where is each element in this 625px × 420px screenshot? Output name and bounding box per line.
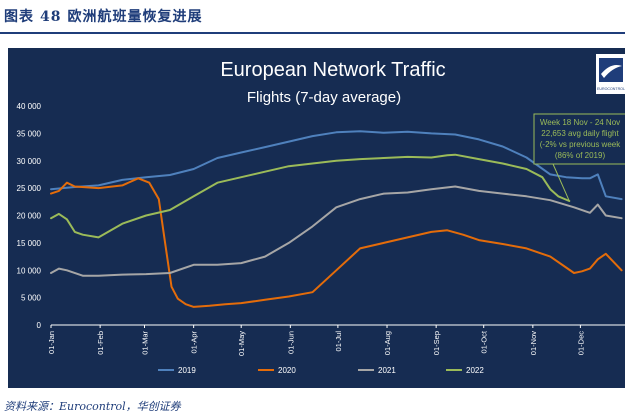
x-tick-label: 01-Sep [432,331,441,355]
y-tick-label: 15 000 [17,239,42,248]
figure-label-number: 48 [40,9,62,25]
traffic-line-chart: 0 5 000 10 000 15 000 20 000 25 000 30 000 35 0… [17,59,625,375]
series-line-2019 [50,130,623,201]
y-tick-label: 10 000 [17,266,42,275]
callout-line-text: (86% of 2019) [555,151,606,160]
figure-title: 图表 48 欧洲航班量恢复进展 [4,6,202,26]
x-tick-label: 01-Aug [383,331,392,355]
x-tick-label: 01-Apr [190,331,199,354]
figure-caption: 欧洲航班量恢复进展 [67,9,203,25]
x-tick-label: 01-Feb [96,331,105,355]
x-tick-label: 01-Oct [480,330,489,353]
legend-label-2022: 2022 [466,366,484,375]
y-tick-label: 40 000 [17,102,42,111]
legend-label-2020: 2020 [278,366,296,375]
eurocontrol-logo: EUROCONTROL [596,54,625,94]
callout-line-text: Week 18 Nov - 24 Nov [540,118,620,127]
series-line-2021 [50,185,623,277]
y-tick-label: 0 [37,321,42,330]
callout-line-text: (-2% vs previous week [540,140,621,149]
y-tick-label: 30 000 [17,157,42,166]
x-tick-label: 01-Nov [529,331,538,355]
source-note: 资料来源：Eurocontrol，华创证券 [4,400,181,413]
y-tick-label: 35 000 [17,129,42,138]
series-line-2022 [50,153,571,239]
y-tick-label: 5 000 [21,294,42,303]
logo-text: EUROCONTROL [597,87,625,91]
x-tick-label: 01-Jun [286,331,295,354]
title-divider [0,32,625,34]
x-tick-label: 01-Jan [47,331,56,354]
chart-subtitle: Flights (7-day average) [247,89,401,106]
chart-title: European Network Traffic [220,59,445,81]
x-tick-label: 01-Mar [141,331,150,355]
callout-line-text: 22,653 avg daily flight [541,129,619,138]
x-tick-label: 01-May [237,331,246,356]
legend-label-2019: 2019 [178,366,196,375]
y-tick-label: 20 000 [17,212,42,221]
y-tick-label: 25 000 [17,184,42,193]
callout-box [533,113,625,165]
series-line-2020 [50,177,623,308]
callout-leader-line [552,163,570,202]
callout-text: Week 18 Nov - 24 Nov 22,653 avg daily fli… [540,118,621,160]
figure-label-prefix: 图表 [4,9,34,25]
logo-swoosh-icon [601,65,622,78]
x-tick-label: 01-Dec [576,331,585,355]
chart-panel: 0 5 000 10 000 15 000 20 000 25 000 30 000 35 0… [8,48,625,388]
legend-label-2021: 2021 [378,366,396,375]
x-tick-label: 01-Jul [334,331,343,352]
